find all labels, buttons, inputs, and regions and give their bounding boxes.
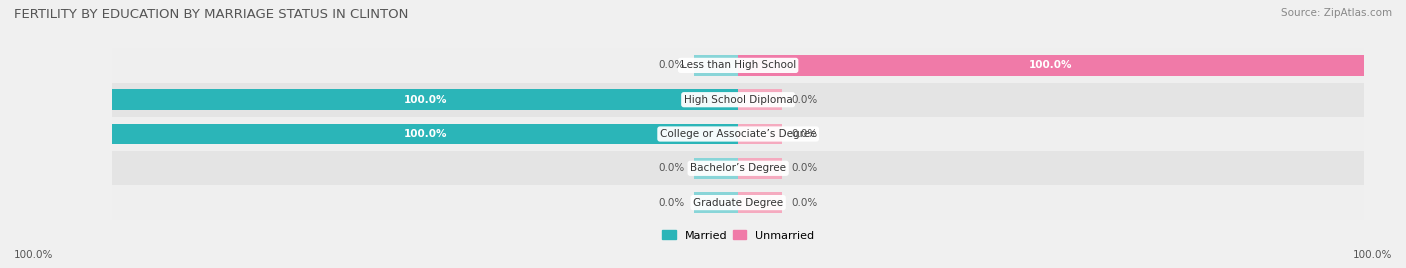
Bar [738,192,782,213]
Text: High School Diploma: High School Diploma [683,95,793,105]
Bar [112,90,738,110]
Text: 0.0%: 0.0% [792,95,817,105]
Text: 0.0%: 0.0% [792,198,817,208]
Bar [738,124,782,144]
Bar [695,192,738,213]
Bar [695,158,738,178]
Text: 0.0%: 0.0% [792,129,817,139]
Text: 0.0%: 0.0% [659,163,685,173]
Bar [112,124,738,144]
Bar [738,158,782,178]
Text: FERTILITY BY EDUCATION BY MARRIAGE STATUS IN CLINTON: FERTILITY BY EDUCATION BY MARRIAGE STATU… [14,8,408,21]
Legend: Married, Unmarried: Married, Unmarried [658,226,818,245]
Bar [738,55,1364,76]
Text: 100.0%: 100.0% [404,95,447,105]
Text: 100.0%: 100.0% [14,250,53,260]
Text: Bachelor’s Degree: Bachelor’s Degree [690,163,786,173]
Bar [112,83,1364,117]
Text: Source: ZipAtlas.com: Source: ZipAtlas.com [1281,8,1392,18]
Bar [695,55,738,76]
Text: Less than High School: Less than High School [681,60,796,70]
Bar [738,90,782,110]
Text: 100.0%: 100.0% [1029,60,1073,70]
Text: 0.0%: 0.0% [659,60,685,70]
Bar [112,117,1364,151]
Bar [112,151,1364,185]
Text: Graduate Degree: Graduate Degree [693,198,783,208]
Bar [112,48,1364,83]
Text: 0.0%: 0.0% [659,198,685,208]
Bar [112,185,1364,220]
Text: College or Associate’s Degree: College or Associate’s Degree [659,129,817,139]
Text: 0.0%: 0.0% [792,163,817,173]
Text: 100.0%: 100.0% [404,129,447,139]
Text: 100.0%: 100.0% [1353,250,1392,260]
